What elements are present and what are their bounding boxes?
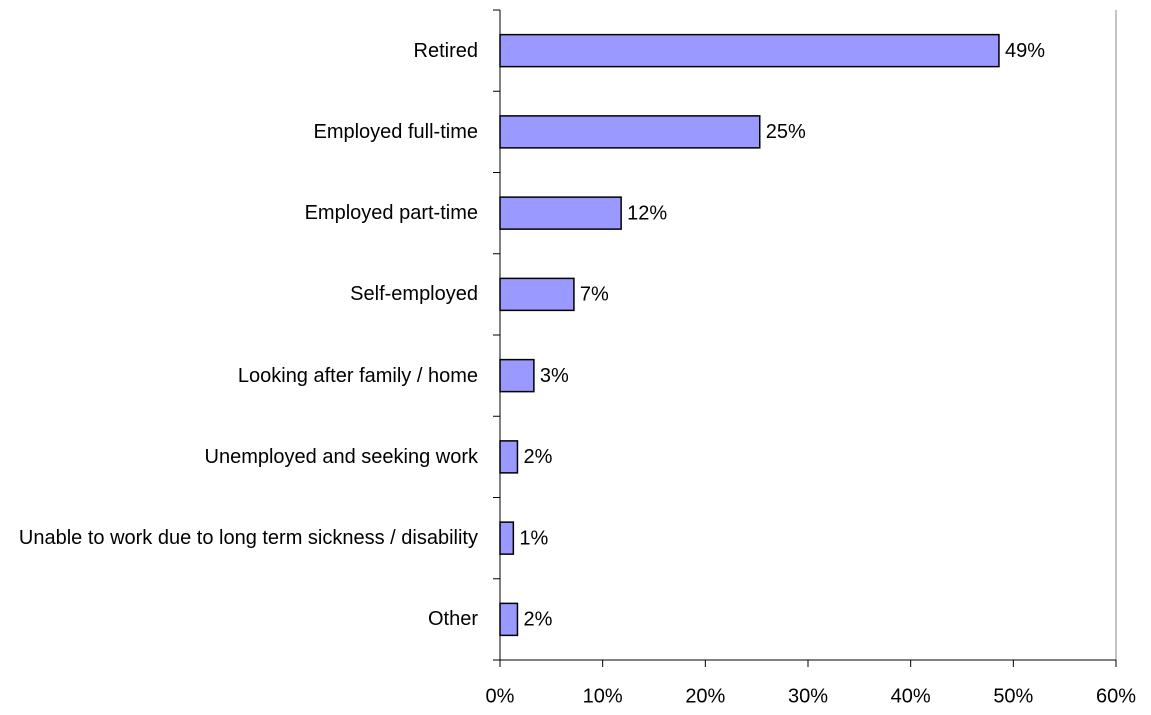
x-tick-label: 10% [583, 685, 623, 707]
value-label: 7% [580, 284, 609, 306]
category-label: Unable to work due to long term sickness… [0, 498, 478, 578]
category-text: Other [427, 608, 478, 631]
category-label: Employed part-time [0, 173, 478, 253]
category-text: Employed part-time [304, 202, 478, 225]
bar [499, 440, 519, 474]
bar [499, 521, 515, 555]
value-label: 12% [627, 202, 667, 224]
x-tick-label: 60% [1096, 685, 1136, 707]
category-text: Unable to work due to long term sickness… [18, 527, 478, 550]
category-label: Other [0, 579, 478, 659]
x-tick-label: 40% [891, 685, 931, 707]
bar [499, 277, 575, 312]
category-text: Self-employed [350, 283, 478, 306]
category-label: Self-employed [0, 254, 478, 334]
category-text: Employed full-time [313, 120, 478, 143]
category-label: Employed full-time [0, 92, 478, 172]
value-label: 49% [1005, 40, 1045, 62]
value-label: 2% [523, 609, 552, 631]
value-label: 3% [540, 365, 569, 387]
x-tick-label: 50% [993, 685, 1033, 707]
x-tick-label: 30% [788, 685, 828, 707]
value-label: 25% [766, 121, 806, 143]
bar [499, 602, 519, 637]
bar [499, 196, 622, 230]
bar [499, 115, 761, 149]
category-text: Unemployed and seeking work [204, 445, 479, 468]
value-label: 1% [519, 527, 548, 549]
category-label: Looking after family / home [0, 336, 478, 416]
bar [499, 33, 1000, 68]
bar [499, 358, 535, 393]
category-label: Retired [0, 11, 478, 91]
category-text: Looking after family / home [237, 364, 478, 387]
x-tick-label: 20% [685, 685, 725, 707]
category-text: Retired [413, 39, 478, 62]
value-label: 2% [523, 446, 552, 468]
x-tick-label: 0% [486, 685, 515, 707]
category-label: Unemployed and seeking work [0, 417, 479, 497]
